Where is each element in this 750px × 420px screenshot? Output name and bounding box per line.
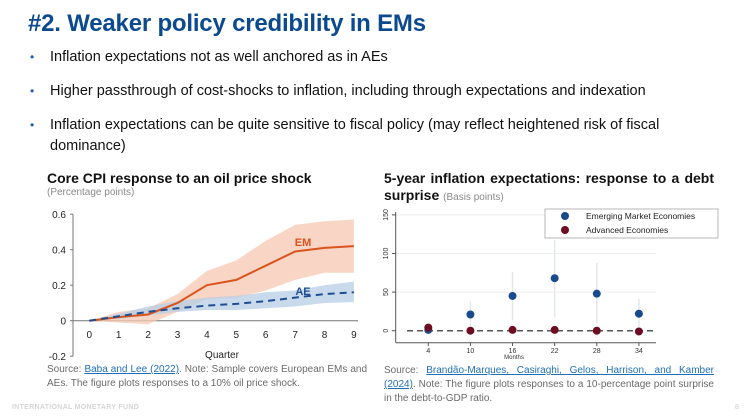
- y-tick-label: 0.4: [52, 246, 66, 257]
- x-tick-label: 16: [509, 348, 517, 355]
- bullet-icon: •: [30, 118, 35, 132]
- y-tick-label: 0: [60, 317, 66, 328]
- x-tick-label: 10: [467, 348, 475, 355]
- data-point-advanced: [550, 325, 559, 334]
- series-label-em: EM: [295, 237, 312, 249]
- page-number: 8: [735, 404, 739, 411]
- left-source-link[interactable]: Baba and Lee (2022): [84, 364, 180, 375]
- source-note: . Note: The figure plots responses to a …: [384, 379, 714, 404]
- x-tick-label: 8: [322, 330, 328, 341]
- x-tick-label: 7: [292, 330, 298, 341]
- y-tick-label: 50: [383, 288, 390, 296]
- series-line-ae: [89, 291, 354, 322]
- x-tick-label: 6: [263, 330, 269, 341]
- y-tick-label: 150: [383, 209, 390, 221]
- source-prefix: Source:: [47, 364, 85, 375]
- data-point-advanced: [424, 323, 433, 332]
- confidence-band-em: [89, 219, 354, 325]
- left-source: Source: Baba and Lee (2022). Note: Sampl…: [47, 363, 367, 391]
- bullet-item: • Inflation expectations can be quite sen…: [30, 115, 730, 157]
- right-chart-subtitle: (Basis points): [443, 192, 504, 203]
- data-point-emerging: [508, 291, 517, 300]
- legend-marker: [561, 226, 569, 234]
- data-point-advanced: [508, 325, 517, 334]
- right-source-link[interactable]: Brandão-Marques, Casiraghi, Gelos, Harri…: [384, 365, 714, 390]
- y-tick-label: -0.2: [49, 352, 67, 363]
- source-prefix: Source:: [384, 365, 427, 376]
- right-chart-header: 5-year inflation expectations: response …: [384, 170, 714, 206]
- legend-label: Emerging Market Economies: [586, 211, 695, 221]
- x-tick-label: 5: [234, 330, 240, 341]
- x-tick-label: 0: [87, 330, 93, 341]
- x-tick-label: 4: [426, 348, 430, 355]
- data-point-advanced: [466, 326, 475, 335]
- data-point-emerging: [466, 310, 475, 319]
- right-source: Source: Brandão-Marques, Casiraghi, Gelo…: [384, 364, 714, 406]
- bullet-text: Inflation expectations can be quite sens…: [50, 117, 660, 154]
- data-point-emerging: [550, 274, 559, 283]
- legend-marker: [561, 212, 569, 220]
- right-chart-title-text: 5-year inflation expectations: response …: [384, 170, 714, 203]
- y-tick-label: 0.6: [52, 210, 66, 221]
- bullet-icon: •: [30, 84, 35, 98]
- right-chart-title: 5-year inflation expectations: response …: [384, 170, 714, 206]
- left-chart-header: Core CPI response to an oil price shock …: [47, 170, 377, 198]
- y-tick-label: 0.2: [52, 281, 66, 292]
- source-note: . Note: Sample covers European EMs and A…: [47, 364, 368, 389]
- bullet-text: Inflation expectations not as well ancho…: [50, 49, 388, 65]
- x-tick-label: 2: [145, 330, 151, 341]
- data-point-advanced: [592, 326, 601, 335]
- data-point-advanced: [634, 327, 643, 336]
- x-axis-label: Quarter: [205, 350, 240, 361]
- legend-label: Advanced Economies: [586, 225, 668, 235]
- x-tick-label: 28: [593, 348, 601, 355]
- left-chart-subtitle: (Percentage points): [47, 187, 135, 198]
- x-tick-label: 3: [175, 330, 181, 341]
- footer-organization: INTERNATIONAL MONETARY FUND: [12, 404, 140, 411]
- data-point-emerging: [592, 289, 601, 298]
- bullet-item: • Higher passthrough of cost-shocks to in…: [30, 81, 730, 102]
- left-chart-title: Core CPI response to an oil price shock: [47, 170, 312, 186]
- bullet-item: • Inflation expectations not as well anch…: [30, 47, 730, 68]
- x-tick-label: 9: [351, 330, 357, 341]
- x-tick-label: 22: [551, 348, 559, 355]
- series-label-ae: AE: [295, 286, 310, 298]
- bullet-icon: •: [30, 50, 35, 64]
- x-tick-label: 1: [116, 330, 122, 341]
- y-tick-label: 100: [383, 248, 390, 260]
- x-tick-label: 4: [204, 330, 210, 341]
- bullet-text: Higher passthrough of cost-shocks to inf…: [50, 83, 646, 99]
- y-tick-label: 0: [383, 329, 390, 333]
- x-axis-label: Months: [504, 355, 524, 361]
- data-point-emerging: [634, 309, 643, 318]
- right-chart: 150 100 50 0 4 10 16 22 28 34 Months Emerging Marke…: [383, 208, 719, 361]
- series-line-em: [89, 245, 354, 322]
- legend: [544, 208, 719, 239]
- left-chart: 0.6 0.4 0.2 0 -0.2 0 1 2 3 4 5 6 7 8 9 Quarter EM AE: [49, 210, 358, 363]
- slide-title: #2. Weaker policy credibility in EMs: [28, 10, 426, 37]
- x-tick-label: 34: [635, 348, 643, 355]
